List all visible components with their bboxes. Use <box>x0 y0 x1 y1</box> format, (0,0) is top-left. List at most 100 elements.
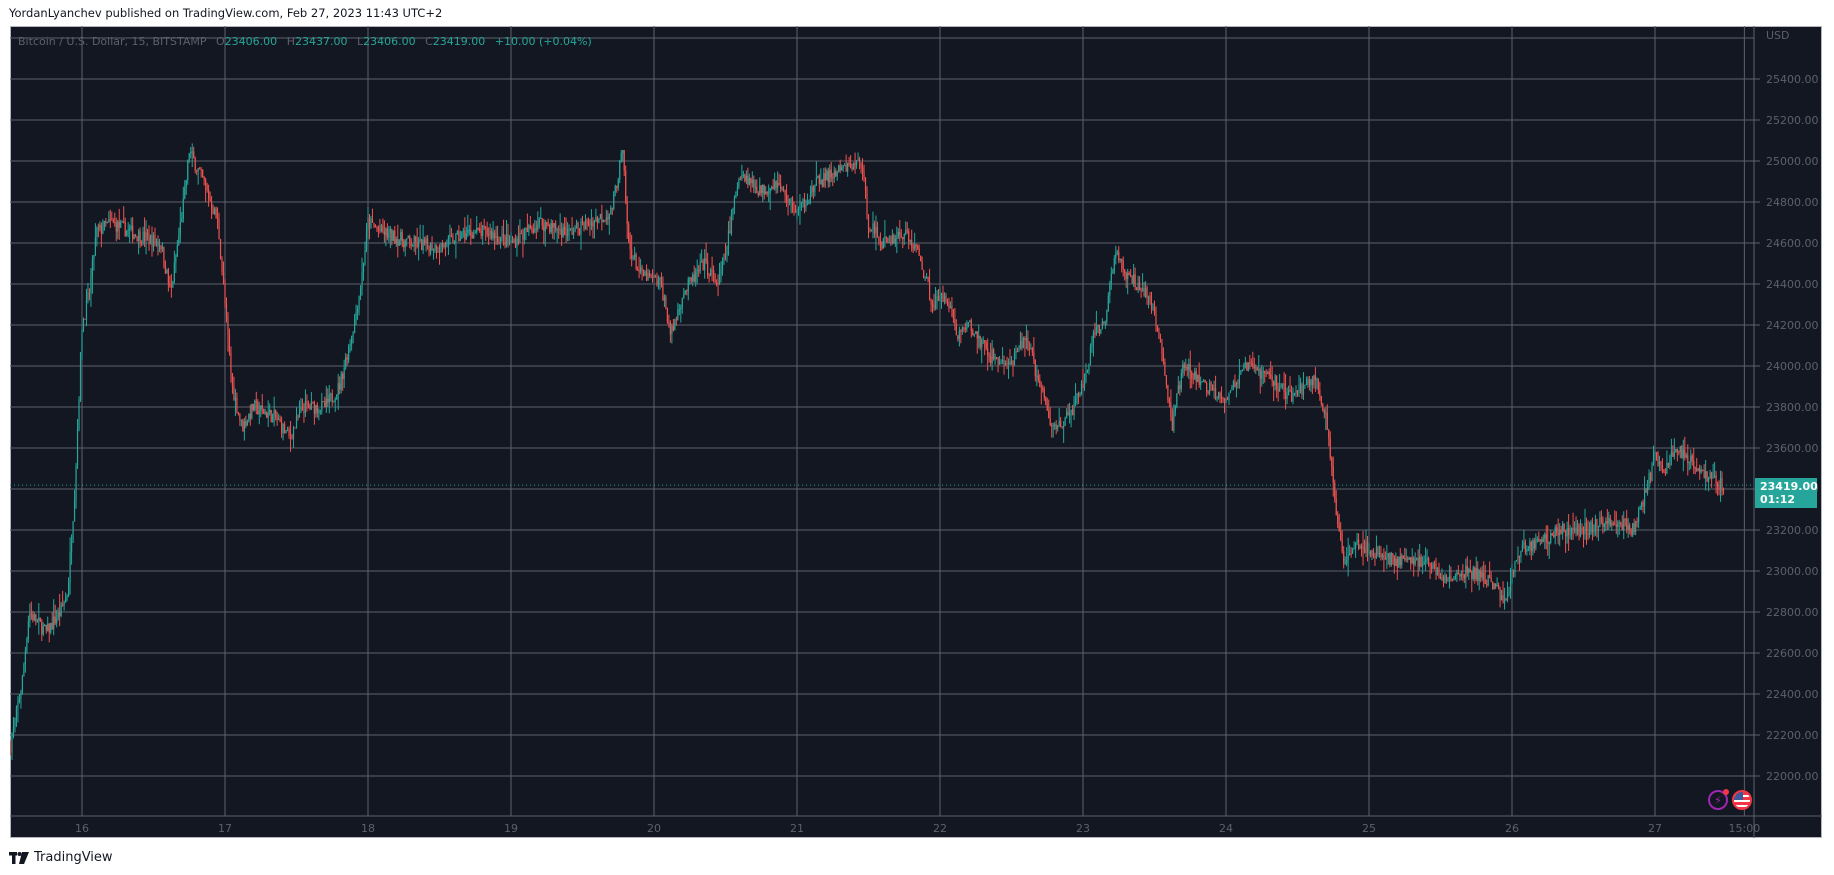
candle-body <box>1407 558 1409 560</box>
candle-body <box>662 283 664 301</box>
candle-body <box>1393 556 1395 566</box>
candle-body <box>724 253 727 255</box>
candle-body <box>1019 341 1022 350</box>
candle-body <box>196 170 198 172</box>
candle-body <box>930 299 932 305</box>
candle-body <box>240 419 242 421</box>
candle-body <box>254 400 256 411</box>
candle-body <box>1192 378 1194 380</box>
candle-body <box>1034 359 1036 377</box>
candle-body <box>413 236 415 246</box>
candle-body <box>887 237 889 243</box>
candle-body <box>937 295 940 301</box>
high-label: H <box>286 35 295 48</box>
x-tick-label: 21 <box>790 822 804 835</box>
candle-body <box>762 184 764 194</box>
candle-body <box>1466 565 1468 574</box>
candle-body <box>1667 462 1670 466</box>
tradingview-logo-icon <box>9 851 29 864</box>
candle-body <box>504 236 506 246</box>
y-tick-label: 23200.00 <box>1766 524 1819 537</box>
candle-body <box>1566 528 1568 537</box>
candle-body <box>461 232 463 239</box>
candle-body <box>532 229 534 233</box>
candle-body <box>634 254 636 258</box>
candle-body <box>1497 585 1500 589</box>
candle-body <box>65 597 67 603</box>
candle-body <box>1088 363 1090 372</box>
candle-body <box>775 181 777 188</box>
candle-body <box>339 383 341 390</box>
candle-body <box>1426 558 1428 560</box>
candle-body <box>838 165 840 173</box>
candlestick-chart[interactable]: 22000.00 22200.00 22400.00 22600.00 22800.00… <box>10 26 1822 838</box>
candle-body <box>1273 381 1275 386</box>
candle-body <box>242 419 244 432</box>
candle-body <box>651 276 654 279</box>
candle-body <box>446 239 448 247</box>
candle-body <box>991 349 993 364</box>
candle-body <box>927 277 929 282</box>
candle-body <box>1378 553 1381 555</box>
candle-body <box>628 224 630 242</box>
candle-body <box>337 383 339 395</box>
candle-body <box>1478 570 1480 581</box>
candle-body <box>1049 418 1051 425</box>
candle-body <box>1284 392 1287 400</box>
candle-body <box>492 232 494 239</box>
x-tick-label: 22 <box>933 822 947 835</box>
candle-body <box>1554 527 1556 537</box>
candle-body <box>441 243 444 248</box>
candle-body <box>63 602 65 606</box>
candle-body <box>1301 384 1303 395</box>
candle-body <box>1585 522 1588 534</box>
candle-body <box>803 199 806 208</box>
candle-body <box>30 613 32 615</box>
candle-body <box>187 160 189 180</box>
tradingview-footer[interactable]: TradingView <box>9 850 113 865</box>
candle-body <box>397 238 399 246</box>
lightning-alert-icon[interactable]: ⚡ <box>1708 789 1729 810</box>
candle-body <box>1200 381 1202 385</box>
candle-body <box>1490 577 1492 582</box>
candle-body <box>1432 563 1434 570</box>
candle-body <box>1410 557 1412 563</box>
candle-body <box>1620 522 1622 524</box>
candle-body <box>294 427 296 429</box>
us-flag-events-icon[interactable] <box>1732 790 1752 810</box>
candle-body <box>777 183 779 188</box>
candle-body <box>1223 398 1226 403</box>
candle-body <box>851 167 853 170</box>
candle-body <box>1058 420 1060 427</box>
candle-body <box>142 231 144 243</box>
candle-body <box>1109 283 1111 296</box>
candle-body <box>1003 359 1005 365</box>
candle-body <box>848 162 850 164</box>
candle-body <box>1201 381 1203 383</box>
candle-body <box>778 183 780 185</box>
candle-body <box>744 174 746 182</box>
y-tick-label: 25400.00 <box>1766 73 1819 86</box>
candle-body <box>598 218 600 223</box>
symbol-title[interactable]: Bitcoin / U.S. Dollar, 15, BITSTAMP <box>18 35 207 48</box>
candle-body <box>1468 569 1470 574</box>
candle-body <box>447 236 450 240</box>
candle-body <box>854 162 856 166</box>
candle-body <box>213 208 216 215</box>
candle-body <box>1441 576 1443 580</box>
candle-body <box>635 254 637 270</box>
candle-body <box>516 238 518 247</box>
candle-body <box>239 413 241 420</box>
candle-body <box>620 152 622 161</box>
candle-body <box>1372 550 1375 556</box>
candle-body <box>1328 429 1330 439</box>
candle-body <box>741 174 743 179</box>
candle-body <box>1124 269 1126 273</box>
candle-body <box>821 179 823 187</box>
candle-body <box>940 293 943 298</box>
candle-body <box>1623 519 1625 531</box>
candle-body <box>301 407 304 411</box>
candle-body <box>260 405 262 412</box>
candle-body <box>267 413 269 418</box>
candle-body <box>1092 333 1095 343</box>
